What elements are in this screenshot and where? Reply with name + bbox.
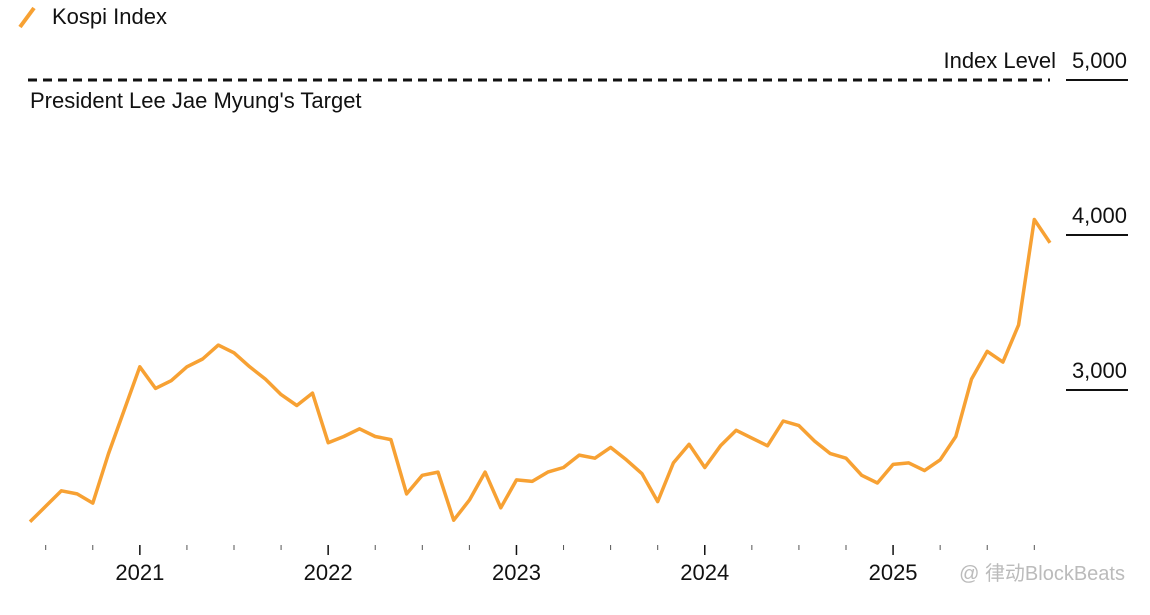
y-axis-label: Index Level bbox=[943, 48, 1056, 73]
y-tick-label: 4,000 bbox=[1072, 203, 1127, 228]
x-tick-label: 2022 bbox=[304, 560, 353, 585]
chart-title: Kospi Index bbox=[52, 4, 167, 29]
watermark: @ 律动BlockBeats bbox=[959, 562, 1125, 585]
x-tick-label: 2023 bbox=[492, 560, 541, 585]
y-tick-label: 5,000 bbox=[1072, 48, 1127, 73]
y-tick-label: 3,000 bbox=[1072, 358, 1127, 383]
x-tick-label: 2025 bbox=[869, 560, 918, 585]
x-tick-label: 2024 bbox=[680, 560, 729, 585]
series-line bbox=[28, 217, 1052, 524]
legend-icon bbox=[18, 6, 36, 29]
annotation-label: President Lee Jae Myung's Target bbox=[30, 88, 362, 113]
x-tick-label: 2021 bbox=[115, 560, 164, 585]
